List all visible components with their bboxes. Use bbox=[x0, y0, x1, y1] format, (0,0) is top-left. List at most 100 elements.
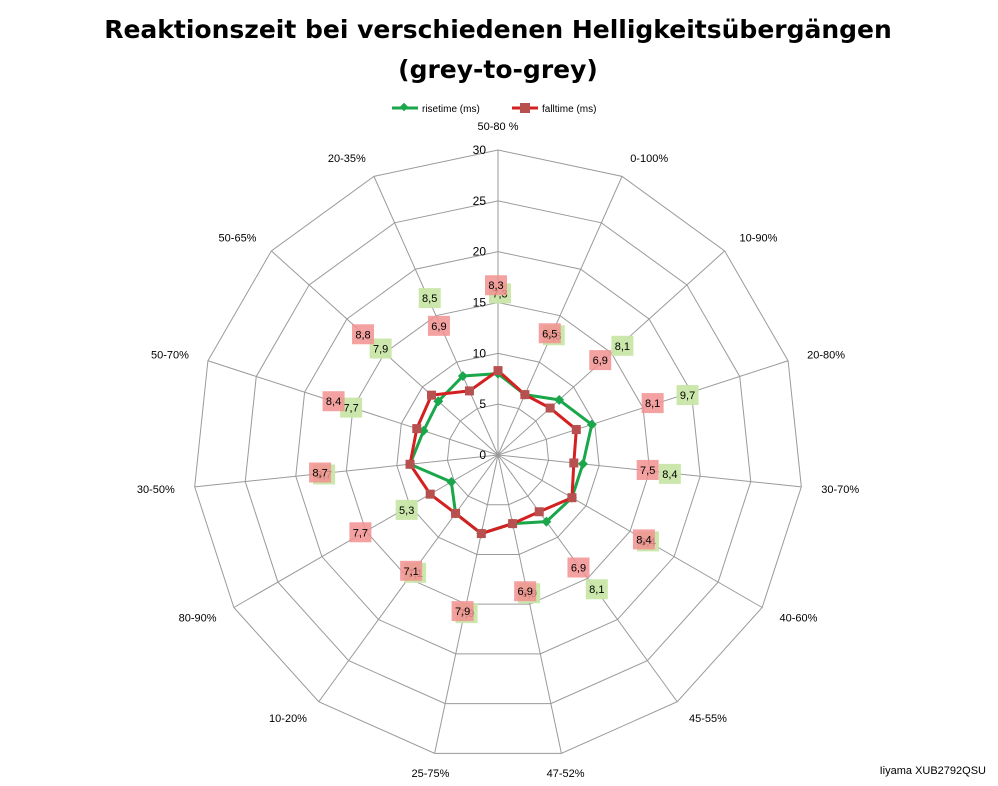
tick-label: 0 bbox=[479, 448, 486, 462]
tick-label: 10 bbox=[473, 346, 487, 360]
data-label-text: 8,3 bbox=[488, 280, 503, 292]
risetime-data-label: 8,1 bbox=[585, 579, 608, 600]
falltime-data-label: 8,8 bbox=[352, 324, 375, 345]
tick-label: 15 bbox=[473, 296, 487, 310]
falltime-point bbox=[569, 458, 579, 468]
data-label-box bbox=[322, 391, 345, 412]
data-label-box bbox=[369, 338, 392, 359]
falltime-data-label: 7,5 bbox=[636, 459, 659, 480]
grid-spoke bbox=[497, 454, 763, 608]
legend-falltime-label: falltime (ms) bbox=[542, 104, 596, 115]
data-label-text: 7,7 bbox=[353, 527, 368, 539]
legend-risetime-label: risetime (ms) bbox=[422, 104, 480, 115]
data-label-box bbox=[451, 601, 474, 622]
falltime-data-label: 6,9 bbox=[514, 581, 537, 602]
data-label-box bbox=[589, 350, 612, 371]
data-label-box bbox=[418, 288, 441, 309]
category-label: 45-55% bbox=[689, 713, 727, 725]
category-label: 50-70% bbox=[151, 350, 189, 362]
category-label: 20-80% bbox=[807, 350, 845, 362]
data-label-text: 8,7 bbox=[312, 467, 327, 479]
falltime-point bbox=[405, 459, 415, 469]
falltime-point bbox=[493, 366, 503, 376]
data-label-box bbox=[585, 579, 608, 600]
risetime-data-label: 8,4 bbox=[658, 463, 681, 484]
data-label-text: 6,9 bbox=[571, 563, 586, 575]
falltime-data-label: 7,9 bbox=[451, 601, 474, 622]
data-label-box bbox=[636, 459, 659, 480]
data-label-box bbox=[658, 463, 681, 484]
data-label-text: 5,3 bbox=[399, 505, 414, 517]
grid-spoke bbox=[373, 176, 499, 456]
category-label: 10-20% bbox=[269, 713, 307, 725]
data-label-text: 6,9 bbox=[593, 355, 608, 367]
footer-model: Iiyama XUB2792QSU bbox=[880, 765, 986, 777]
data-label-text: 8,4 bbox=[636, 534, 651, 546]
risetime-data-label: 7,9 bbox=[369, 338, 392, 359]
risetime-point bbox=[446, 476, 457, 487]
falltime-data-label: 7,7 bbox=[349, 522, 372, 543]
grid-ring-5 bbox=[446, 403, 550, 506]
risetime-point bbox=[541, 516, 552, 527]
falltime-data-label: 8,4 bbox=[632, 529, 655, 550]
data-label-text: 7,1 bbox=[403, 566, 418, 578]
data-label-text: 8,4 bbox=[326, 396, 341, 408]
data-label-box bbox=[567, 557, 590, 578]
grid-ring-25 bbox=[244, 200, 752, 705]
grid-ring-15 bbox=[345, 301, 651, 605]
grid-ring-30 bbox=[194, 149, 802, 754]
data-label-box bbox=[352, 324, 375, 345]
data-label-box bbox=[514, 581, 537, 602]
data-series bbox=[405, 366, 597, 539]
series-line-falltime bbox=[408, 369, 578, 536]
falltime-data-label: 6,9 bbox=[567, 557, 590, 578]
grid-ring-20 bbox=[295, 251, 701, 655]
falltime-point bbox=[464, 386, 474, 396]
tick-label: 30 bbox=[473, 143, 487, 157]
data-label-box bbox=[676, 385, 699, 406]
data-label-box bbox=[632, 529, 655, 550]
category-label: 10-90% bbox=[740, 233, 778, 245]
category-label: 25-75% bbox=[411, 768, 449, 780]
category-label: 30-50% bbox=[137, 484, 175, 496]
data-label-text: 7,9 bbox=[373, 344, 388, 356]
category-label: 50-80 % bbox=[478, 121, 519, 133]
data-label-box bbox=[395, 499, 418, 520]
data-label-text: 8,4 bbox=[662, 469, 677, 481]
radar-grid bbox=[194, 149, 802, 754]
data-label-box bbox=[641, 393, 664, 414]
risetime-data-label: 9,7 bbox=[676, 385, 699, 406]
chart-title-line2: (grey-to-grey) bbox=[398, 55, 598, 84]
risetime-data-label: 8,1 bbox=[611, 335, 634, 356]
grid-ring-10 bbox=[396, 352, 600, 555]
data-label-text: 8,1 bbox=[615, 341, 630, 353]
data-label-box bbox=[611, 335, 634, 356]
data-label-text: 6,9 bbox=[518, 586, 533, 598]
category-label: 30-70% bbox=[821, 484, 859, 496]
category-label: 50-65% bbox=[219, 233, 257, 245]
falltime-point bbox=[476, 529, 486, 539]
category-labels: 50-80 % 0-100% 10-90% 20-80% 30-70% 40-60% 45-… bbox=[137, 121, 859, 780]
falltime-point bbox=[425, 489, 435, 499]
data-label-box bbox=[485, 275, 507, 296]
category-label: 40-60% bbox=[779, 613, 817, 625]
data-label-text: 6,5 bbox=[542, 328, 557, 340]
legend-falltime-marker bbox=[520, 103, 530, 113]
falltime-data-label: 8,7 bbox=[309, 462, 332, 483]
data-label-box bbox=[538, 323, 561, 344]
data-label-text: 8,1 bbox=[645, 398, 660, 410]
data-label-text: 7,7 bbox=[343, 403, 358, 415]
data-label-text: 7,5 bbox=[640, 465, 655, 477]
falltime-point bbox=[545, 403, 555, 413]
falltime-data-label: 7,1 bbox=[400, 560, 423, 581]
risetime-data-label: 7,7 bbox=[340, 397, 363, 418]
chart-title-line1: Reaktionszeit bei verschiedenen Helligke… bbox=[104, 15, 892, 44]
data-label-box bbox=[309, 462, 332, 483]
grid-spoke bbox=[497, 454, 562, 754]
falltime-data-label: 6,9 bbox=[427, 315, 450, 336]
grid-spoke bbox=[497, 176, 623, 456]
falltime-point bbox=[520, 390, 530, 400]
data-label-text: 8,1 bbox=[589, 584, 604, 596]
grid-spoke bbox=[194, 454, 499, 488]
risetime-point bbox=[554, 394, 565, 405]
